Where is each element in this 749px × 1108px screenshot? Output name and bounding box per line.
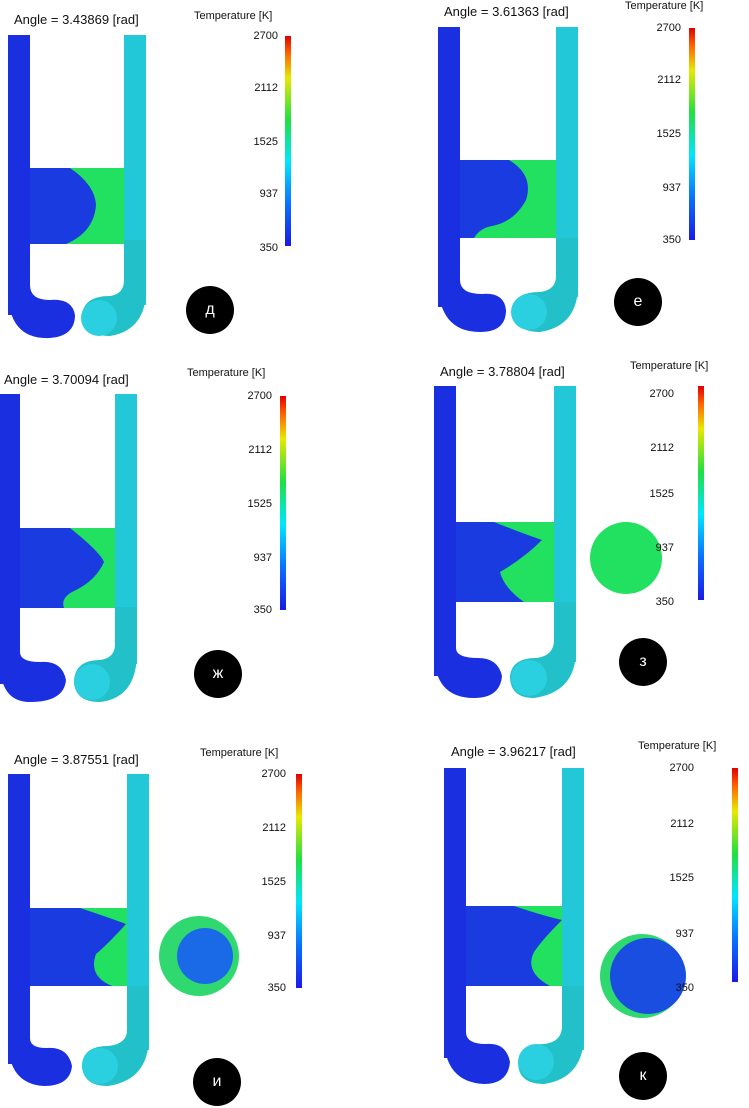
angle-label: Angle = 3.61363 [rad] (444, 4, 569, 19)
tick-350: 350 (675, 982, 694, 994)
panel-label-badge: и (193, 1058, 241, 1106)
colorbar-title: Temperature [K] (625, 0, 704, 12)
tick-937: 937 (662, 182, 681, 194)
tick-1525: 1525 (261, 876, 286, 888)
tick-937: 937 (655, 542, 674, 554)
tick-1525: 1525 (253, 136, 278, 148)
colorbar (689, 28, 695, 240)
panel-k: Angle = 3.96217 [rad] Temperature [K] 27… (374, 740, 744, 1100)
panel-e: Angle = 3.61363 [rad] Temperature [K] 27… (374, 0, 744, 360)
panel-i: Angle = 3.87551 [rad] Temperature [K] 27… (0, 740, 370, 1106)
tick-2700: 2700 (247, 390, 272, 402)
panel-d: Angle = 3.43869 [rad] Temperature [K] 27… (0, 0, 370, 360)
colorbar-title: Temperature [K] (630, 360, 709, 372)
panel-zh: Angle = 3.70094 [rad] Temperature [K] 27… (0, 362, 370, 722)
tick-2112: 2112 (650, 442, 674, 454)
tick-1525: 1525 (247, 498, 272, 510)
tick-2112: 2112 (670, 818, 694, 830)
tick-937: 937 (253, 552, 272, 564)
temperature-field (434, 386, 662, 698)
temperature-field (8, 774, 239, 1086)
tick-1525: 1525 (669, 872, 694, 884)
temperature-field (8, 35, 146, 339)
tick-350: 350 (259, 242, 278, 254)
tick-937: 937 (259, 188, 278, 200)
angle-label: Angle = 3.96217 [rad] (451, 744, 576, 759)
panel-label-badge: ж (194, 650, 242, 698)
panel-label-badge: д (186, 286, 234, 334)
tick-350: 350 (253, 604, 272, 616)
tick-2700: 2700 (261, 768, 286, 780)
tick-2700: 2700 (669, 762, 694, 774)
colorbar-title: Temperature [K] (200, 747, 279, 759)
colorbar-title: Temperature [K] (187, 367, 266, 379)
angle-label: Angle = 3.78804 [rad] (440, 364, 565, 379)
colorbar (732, 768, 738, 982)
panel-z: Angle = 3.78804 [rad] Temperature [K] 27… (374, 360, 744, 722)
panel-label-badge: к (619, 1052, 667, 1100)
temperature-field (444, 768, 686, 1084)
tick-1525: 1525 (656, 128, 681, 140)
panel-label-badge: з (619, 638, 667, 686)
tick-2112: 2112 (262, 822, 286, 834)
angle-label: Angle = 3.43869 [rad] (14, 12, 139, 27)
colorbar (280, 396, 286, 610)
angle-label: Angle = 3.87551 [rad] (14, 752, 139, 767)
colorbar (698, 386, 704, 600)
colorbar-title: Temperature [K] (194, 10, 273, 22)
cross-section-circle (590, 522, 662, 594)
tick-2112: 2112 (657, 74, 681, 86)
tick-2112: 2112 (254, 82, 278, 94)
tick-2700: 2700 (649, 388, 674, 400)
colorbar (296, 774, 302, 988)
tick-1525: 1525 (649, 488, 674, 500)
tick-350: 350 (267, 982, 286, 994)
tick-937: 937 (675, 928, 694, 940)
temperature-field (438, 27, 578, 332)
colorbar-title: Temperature [K] (638, 740, 717, 752)
tick-2700: 2700 (253, 30, 278, 42)
tick-2112: 2112 (248, 444, 272, 456)
temperature-field (0, 394, 137, 702)
tick-937: 937 (267, 930, 286, 942)
tick-350: 350 (655, 596, 674, 608)
angle-label: Angle = 3.70094 [rad] (4, 372, 129, 387)
tick-350: 350 (662, 234, 681, 246)
tick-2700: 2700 (656, 22, 681, 34)
colorbar (285, 36, 291, 246)
panel-label-badge: е (614, 278, 662, 326)
